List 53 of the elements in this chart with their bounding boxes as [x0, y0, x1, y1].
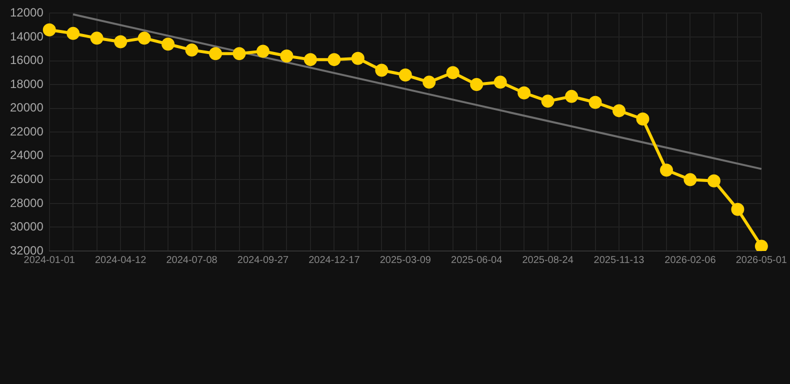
point	[541, 94, 554, 108]
point	[612, 104, 626, 118]
y-tick-label: 28000	[10, 196, 44, 210]
point	[684, 173, 697, 186]
x-tick-label: 2025-08-24	[522, 254, 574, 266]
point	[256, 44, 270, 58]
x-tick-label: 2026-05-01	[736, 254, 788, 266]
point	[588, 96, 602, 109]
point	[185, 44, 198, 57]
point	[660, 164, 673, 177]
point	[232, 47, 246, 60]
x-tick-label: 2024-07-08	[166, 254, 218, 266]
x-tick-label: 2024-12-17	[308, 254, 360, 266]
x-tick-label: 2025-06-04	[451, 254, 503, 266]
point	[398, 68, 412, 82]
y-tick-label: 12000	[10, 6, 44, 20]
x-tick-label: 2026-02-06	[664, 254, 716, 266]
x-tick-label: 2024-01-01	[24, 254, 76, 266]
point	[328, 53, 341, 66]
x-tick-label: 2025-03-09	[380, 254, 432, 266]
x-tick-label: 2024-04-12	[94, 254, 147, 266]
point	[707, 174, 720, 188]
x-tick-label: 2024-09-27	[237, 254, 289, 266]
point	[138, 32, 151, 45]
point	[209, 47, 222, 60]
y-tick-label: 32000	[10, 243, 44, 258]
y-tick-label: 30000	[10, 220, 44, 234]
point	[66, 26, 80, 40]
y-tick-label: 22000	[10, 124, 44, 138]
y-tick-label: 18000	[10, 76, 44, 91]
point	[446, 66, 460, 80]
point	[280, 50, 294, 63]
point	[162, 38, 175, 51]
point	[636, 112, 650, 126]
point	[754, 240, 768, 251]
point	[518, 86, 531, 100]
point	[494, 76, 507, 89]
point	[565, 90, 578, 103]
point	[422, 76, 436, 89]
y-tick-label: 14000	[10, 29, 44, 44]
x-tick-label: 2025-11-13	[594, 254, 645, 266]
y-tick-label: 20000	[10, 100, 44, 115]
point	[375, 64, 388, 77]
point	[470, 78, 484, 92]
point	[731, 202, 744, 216]
point	[304, 53, 317, 66]
point	[351, 52, 364, 65]
y-tick-label: 16000	[10, 53, 44, 68]
point	[114, 35, 128, 48]
point	[42, 23, 56, 36]
point	[90, 32, 104, 45]
y-tick-label: 26000	[10, 172, 44, 186]
y-tick-label: 24000	[10, 148, 44, 162]
